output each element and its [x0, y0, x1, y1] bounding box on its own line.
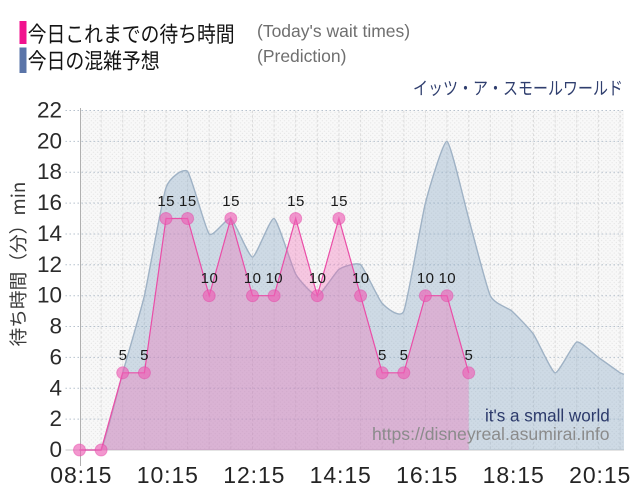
svg-text:it's a small world: it's a small world	[485, 407, 610, 426]
svg-text:16:15: 16:15	[396, 462, 458, 488]
svg-text:10: 10	[309, 270, 327, 287]
svg-text:5: 5	[119, 347, 128, 364]
svg-text:5: 5	[464, 347, 473, 364]
svg-text:0: 0	[49, 437, 62, 462]
svg-text:18: 18	[37, 159, 62, 184]
svg-text:5: 5	[378, 347, 387, 364]
svg-text:https://disneyreal.asumirai.in: https://disneyreal.asumirai.info	[372, 424, 610, 444]
svg-text:10:15: 10:15	[137, 462, 199, 488]
svg-text:20:15: 20:15	[569, 462, 631, 488]
svg-text:15: 15	[179, 193, 197, 210]
svg-text:15: 15	[287, 193, 305, 210]
svg-text:12:15: 12:15	[223, 462, 285, 488]
svg-text:15: 15	[222, 193, 240, 210]
svg-text:15: 15	[157, 193, 175, 210]
svg-text:10: 10	[244, 270, 262, 287]
svg-text:5: 5	[400, 347, 409, 364]
svg-text:6: 6	[49, 344, 62, 369]
svg-text:08:15: 08:15	[50, 462, 112, 488]
svg-text:2: 2	[49, 406, 62, 431]
svg-text:10: 10	[417, 270, 435, 287]
svg-text:10: 10	[37, 283, 62, 308]
svg-text:22: 22	[37, 98, 62, 123]
svg-text:5: 5	[140, 347, 149, 364]
svg-text:4: 4	[49, 375, 62, 400]
svg-text:14:15: 14:15	[310, 462, 372, 488]
svg-text:10: 10	[201, 270, 219, 287]
svg-text:10: 10	[438, 270, 456, 287]
svg-text:10: 10	[352, 270, 370, 287]
svg-text:18:15: 18:15	[483, 462, 545, 488]
svg-text:15: 15	[330, 193, 348, 210]
svg-text:20: 20	[37, 128, 62, 153]
svg-text:(Prediction): (Prediction)	[257, 46, 346, 66]
svg-text:(Today's wait times): (Today's wait times)	[257, 21, 410, 41]
svg-text:12: 12	[37, 252, 62, 277]
svg-text:16: 16	[37, 190, 62, 215]
svg-text:10: 10	[265, 270, 283, 287]
svg-text:8: 8	[49, 314, 62, 339]
svg-text:14: 14	[37, 221, 62, 246]
